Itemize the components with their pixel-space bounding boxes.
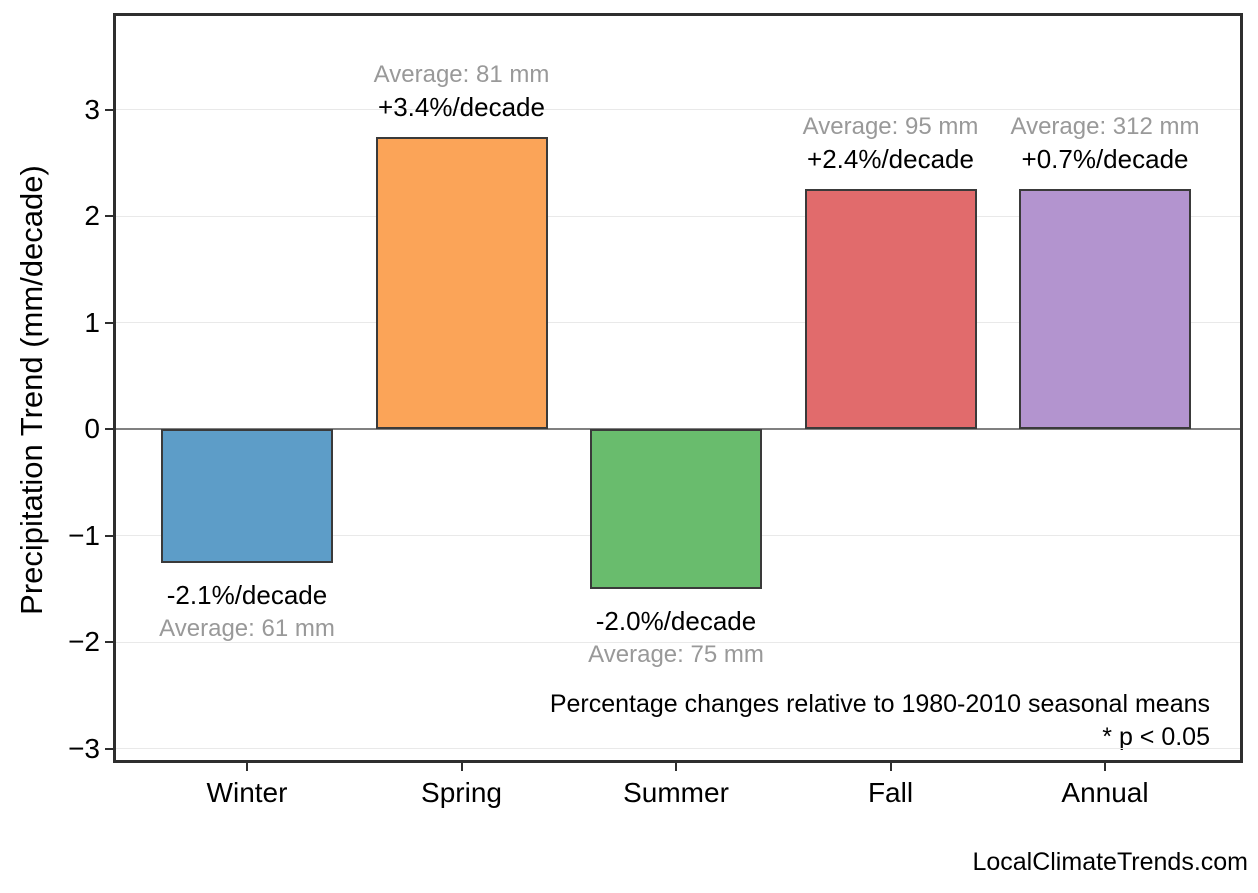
x-tick-label-annual: Annual	[1061, 777, 1149, 808]
x-tick-fall	[889, 763, 892, 771]
bar-summer	[590, 429, 762, 590]
x-tick-label-fall: Fall	[867, 777, 914, 808]
x-tick-label-spring: Spring	[421, 777, 502, 808]
y-tick-label-0: 0	[84, 413, 100, 445]
gridline-y--3	[116, 748, 1240, 750]
average-label: Average: 95 mm	[802, 112, 979, 140]
x-tick-annual	[1104, 763, 1106, 771]
y-tick-label-2: 2	[84, 200, 100, 232]
x-tick-label-winter: Winter	[206, 777, 288, 808]
bar-spring	[375, 136, 548, 430]
chart-footnote: Percentage changes relative to 1980-2010…	[550, 688, 1210, 754]
y-tick--3	[105, 747, 113, 750]
bar-labels-winter: -2.1%/decade Average: 61 mm	[159, 579, 335, 645]
source-watermark: LocalClimateTrends.com	[972, 848, 1248, 876]
bar-annual	[1019, 188, 1191, 430]
gridline-y-3	[116, 109, 1240, 111]
y-tick-label--1: −1	[68, 519, 100, 551]
y-tick-0	[105, 428, 113, 431]
trend-label: -2.0%/decade	[595, 606, 757, 637]
y-tick-label-1: 1	[84, 306, 100, 338]
y-tick-2	[105, 215, 113, 218]
bar-labels-spring: Average: 81 mm +3.4%/decade	[374, 58, 550, 124]
y-tick-1	[105, 321, 113, 324]
y-tick--2	[105, 641, 113, 644]
average-label: Average: 75 mm	[588, 641, 764, 669]
y-tick-label--3: −3	[68, 732, 100, 764]
bar-labels-annual: Average: 312 mm +0.7%/decade	[1011, 110, 1200, 176]
gridline-y-2	[116, 215, 1240, 217]
bar-labels-summer: -2.0%/decade Average: 75 mm	[588, 605, 764, 671]
y-tick-3	[105, 108, 113, 111]
gridline-y--2	[116, 641, 1240, 643]
average-label: Average: 61 mm	[159, 614, 335, 642]
footnote-line-2: * p < 0.05	[1102, 723, 1210, 751]
bar-labels-fall: Average: 95 mm +2.4%/decade	[803, 110, 979, 176]
average-label: Average: 312 mm	[1010, 112, 1200, 140]
y-tick--1	[105, 534, 113, 537]
trend-label: +0.7%/decade	[1021, 143, 1189, 174]
trend-label: +2.4%/decade	[807, 143, 974, 174]
trend-label: -2.1%/decade	[166, 579, 328, 610]
bar-fall	[804, 188, 977, 430]
average-label: Average: 81 mm	[373, 60, 550, 88]
plot-area: Percentage changes relative to 1980-2010…	[113, 13, 1243, 763]
x-tick-winter	[246, 763, 248, 771]
x-tick-spring	[460, 763, 463, 771]
y-tick-label--2: −2	[68, 626, 100, 658]
trend-label: +3.4%/decade	[378, 91, 545, 122]
y-tick-label-3: 3	[84, 93, 100, 125]
footnote-line-1: Percentage changes relative to 1980-2010…	[549, 690, 1210, 718]
x-tick-summer	[675, 763, 677, 771]
gridline-y-1	[116, 322, 1240, 324]
bar-winter	[161, 429, 333, 563]
x-tick-label-summer: Summer	[623, 777, 729, 808]
